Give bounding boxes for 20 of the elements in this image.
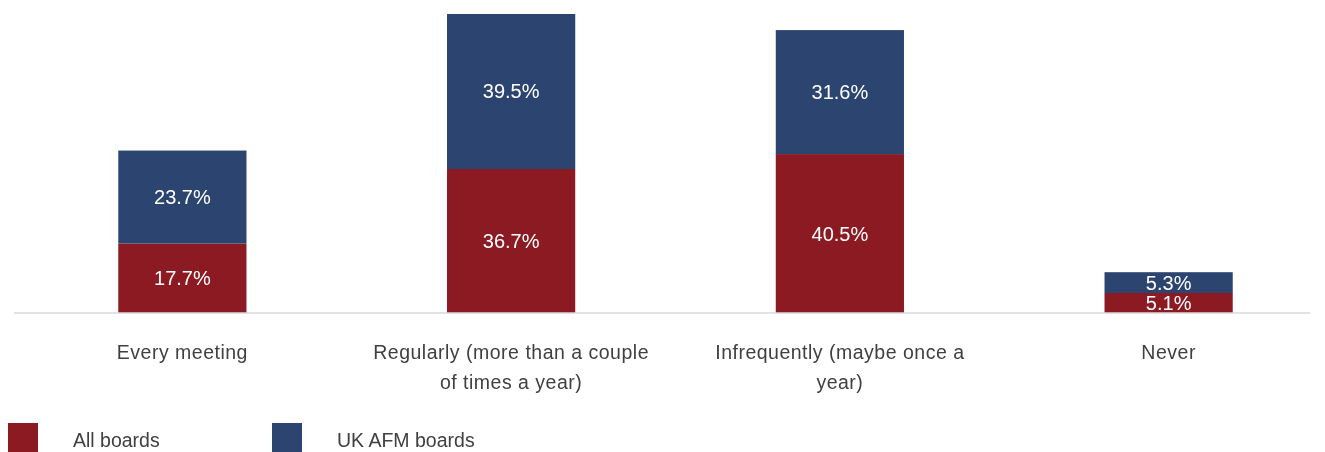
data-label: 23.7%: [154, 186, 211, 209]
x-tick-label: Infrequently (maybe once a year): [715, 341, 965, 393]
data-label: 39.5%: [482, 80, 540, 103]
bar: [118, 243, 247, 313]
x-tick-label: Regularly (more than a couple of times a year): [373, 341, 649, 393]
data-label: 5.1%: [1145, 291, 1192, 314]
x-tick-label: Every meeting: [116, 341, 248, 363]
data-label: 36.7%: [482, 230, 540, 252]
bar: [775, 30, 904, 155]
data-label: 40.5%: [811, 222, 869, 245]
bar: [118, 150, 247, 244]
data-label: 17.7%: [154, 267, 211, 290]
legend-label: All boards: [73, 429, 160, 451]
data-label: 31.6%: [811, 81, 869, 104]
bar: [447, 168, 576, 313]
bar: [775, 154, 904, 313]
bar: [447, 14, 576, 169]
x-tick-label: Never: [1141, 341, 1196, 363]
data-label: 5.3%: [1145, 271, 1192, 294]
legend-label: UK AFM boards: [337, 429, 475, 451]
